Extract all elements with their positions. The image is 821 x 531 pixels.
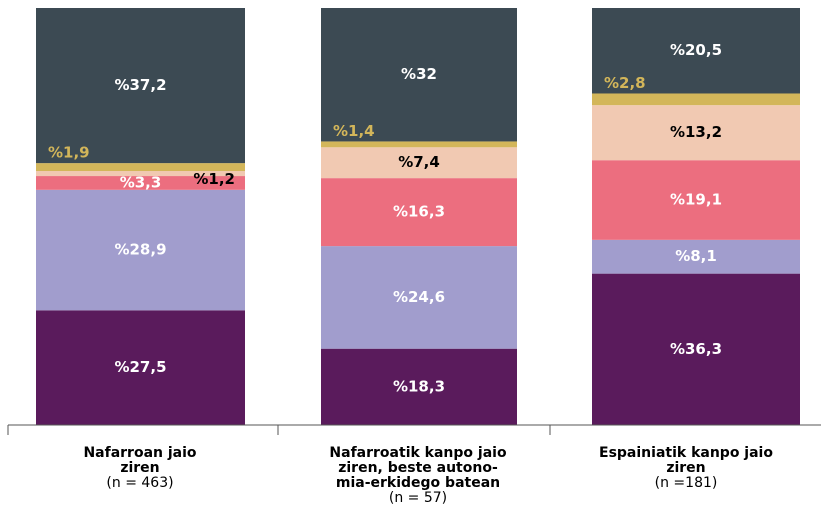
value-label: %27,5 [114,358,166,376]
value-label: %7,4 [398,153,440,171]
bar-segment [592,239,800,274]
value-label: %20,5 [670,41,722,59]
bar-segment [321,8,517,142]
bar-segment [36,171,245,177]
bar-segment [321,246,517,349]
value-label: %19,1 [670,191,722,209]
category-name: Espainiatik kanpo jaio ziren [599,445,773,476]
bar-segment [36,8,245,164]
value-label: %28,9 [114,241,166,259]
value-label: %16,3 [393,203,445,221]
value-label: %37,2 [114,76,166,94]
bar-segment [321,147,517,179]
bar-segment [592,93,800,106]
category-note: (n = 57) [388,490,448,506]
value-label: %2,8 [604,74,646,92]
bar-segment [36,310,245,425]
bar-segment [321,178,517,247]
bar-segment [592,8,800,94]
bar-segment [321,141,517,148]
value-label: %13,2 [670,123,722,141]
value-label: %1,9 [48,144,90,162]
value-label: %3,3 [120,173,162,191]
bar-segment [592,273,800,425]
bar-segment [592,105,800,161]
bar-segment [36,189,245,311]
bar-segment [36,163,245,172]
category-note: (n = 463) [106,475,174,491]
bar-segment [592,160,800,240]
value-label: %1,4 [333,122,375,140]
x-tick-label: Nafarroatik kanpo jaio ziren, beste auto… [308,446,528,506]
value-label: %18,3 [393,377,445,395]
bar-segment [36,176,245,190]
value-label: %8,1 [675,247,717,265]
value-label: %36,3 [670,340,722,358]
x-tick-label: Espainiatik kanpo jaio ziren (n =181) [576,446,796,491]
category-name: Nafarroatik kanpo jaio ziren, beste auto… [329,445,507,491]
value-label: %32 [401,65,437,83]
x-tick-label: Nafarroan jaio ziren (n = 463) [30,446,250,491]
category-note: (n =181) [654,475,718,491]
bar-segment [321,348,517,425]
value-label: %1,2 [193,170,235,188]
category-name: Nafarroan jaio ziren [83,445,197,476]
value-label: %24,6 [393,288,445,306]
